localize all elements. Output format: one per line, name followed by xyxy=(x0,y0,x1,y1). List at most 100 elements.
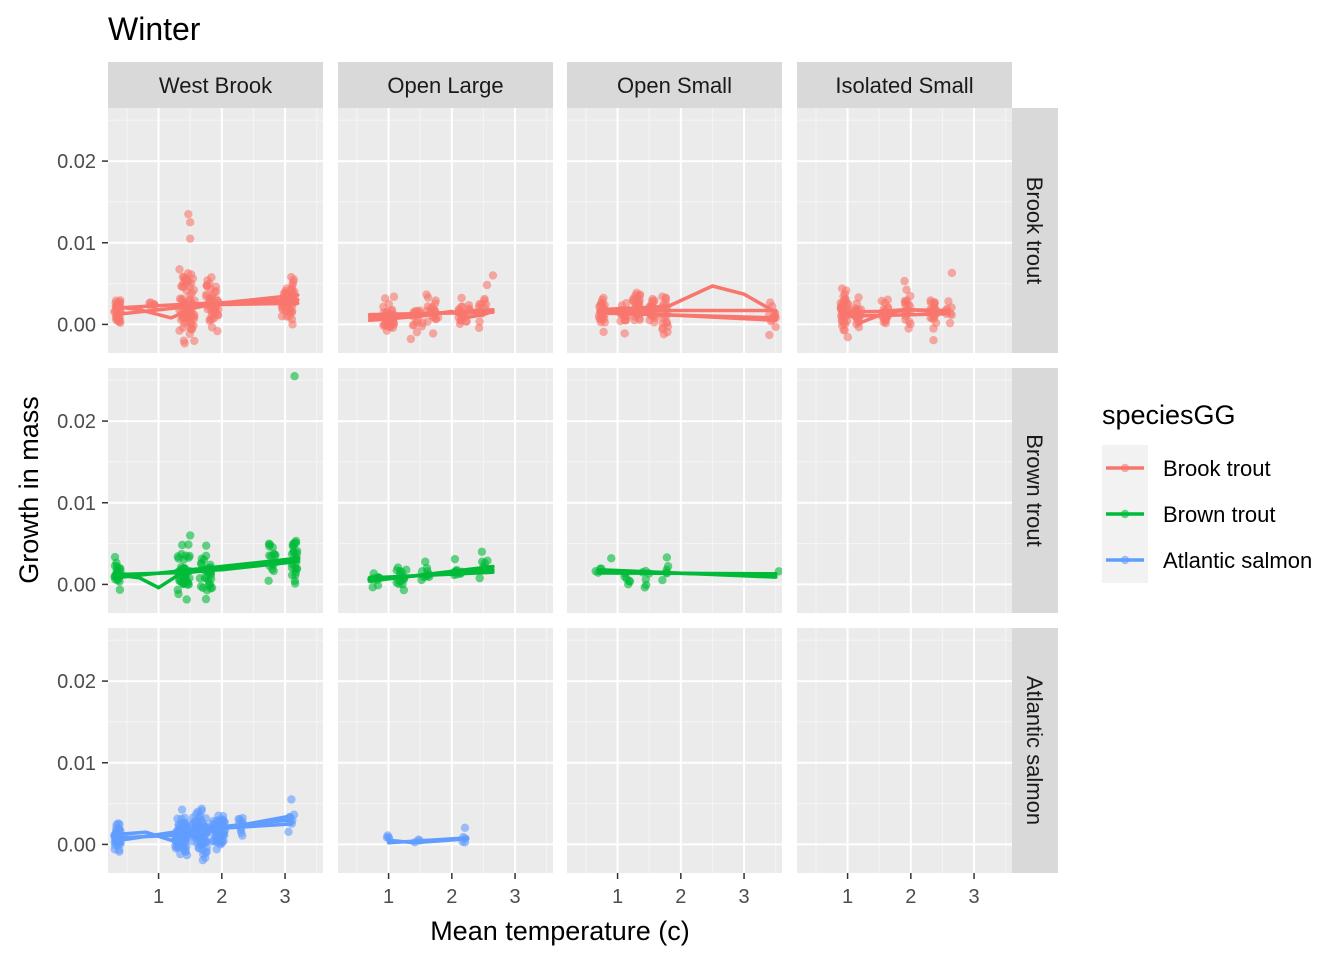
x-tick-label: 2 xyxy=(216,886,227,908)
data-point xyxy=(457,293,466,303)
y-tick-label: 0.02 xyxy=(57,151,96,173)
data-point xyxy=(235,815,245,824)
y-tick-label: 0.01 xyxy=(57,233,96,255)
y-tick-label: 0.01 xyxy=(57,753,96,775)
y-tick-label: 0.02 xyxy=(57,411,96,433)
facet-panel-r2-c1 xyxy=(338,628,553,873)
data-point xyxy=(178,313,188,323)
x-tick-label: 2 xyxy=(446,886,457,908)
panel-background xyxy=(797,368,1012,613)
legend-item-brook-trout: Brook trout xyxy=(1102,445,1271,491)
data-point xyxy=(945,318,955,328)
series-brown-trout-r1-c2 xyxy=(591,553,782,592)
data-point xyxy=(430,299,440,308)
legend-label: Atlantic salmon xyxy=(1163,548,1312,573)
facet-panels xyxy=(108,108,1012,873)
data-point xyxy=(598,313,607,322)
data-point xyxy=(207,306,216,316)
data-point xyxy=(201,541,211,550)
smooth-line xyxy=(367,310,495,317)
data-point xyxy=(184,209,193,219)
series-brook-trout-r0-c2 xyxy=(594,284,780,340)
row-strip xyxy=(1012,628,1058,873)
data-point xyxy=(219,836,228,846)
data-point xyxy=(185,318,195,327)
data-point xyxy=(422,290,431,299)
panel-background xyxy=(567,628,782,873)
data-point xyxy=(178,842,187,851)
data-point xyxy=(178,323,188,332)
data-point xyxy=(902,285,911,294)
smooth-line xyxy=(839,312,951,319)
x-tick-label: 3 xyxy=(279,886,290,908)
data-point xyxy=(277,312,287,321)
row-strip-label: Atlantic salmon xyxy=(1022,676,1047,825)
legend-item-atlantic-salmon: Atlantic salmon xyxy=(1102,537,1312,583)
data-point xyxy=(406,334,416,344)
data-point xyxy=(460,823,470,832)
data-point xyxy=(190,336,199,346)
panel-background xyxy=(338,628,553,873)
row-strip xyxy=(1012,108,1058,353)
x-tick-label: 3 xyxy=(509,886,520,908)
data-point xyxy=(198,583,208,593)
data-point xyxy=(662,553,672,562)
smooth-line xyxy=(386,836,470,845)
data-point xyxy=(202,281,212,290)
data-point xyxy=(173,585,183,595)
y-tick-label: 0.00 xyxy=(57,834,96,856)
data-point xyxy=(482,280,492,290)
data-point xyxy=(175,265,184,274)
data-point xyxy=(477,557,487,566)
data-point xyxy=(281,305,291,314)
data-point xyxy=(599,327,608,337)
smooth-line xyxy=(112,818,294,843)
data-point xyxy=(193,807,203,816)
data-point xyxy=(380,320,390,330)
data-point xyxy=(189,285,199,295)
data-point xyxy=(379,302,388,312)
column-strip xyxy=(797,62,1012,108)
y-tick-label: 0.01 xyxy=(57,493,96,515)
data-point xyxy=(906,291,915,301)
data-point xyxy=(368,583,377,592)
x-axis-label: Mean temperature (c) xyxy=(430,916,690,946)
facet-panel-r2-c3 xyxy=(797,628,1012,873)
data-point xyxy=(625,577,635,586)
x-tick-label: 1 xyxy=(383,886,394,908)
data-point xyxy=(431,314,441,324)
y-axis-label: Growth in mass xyxy=(14,396,44,584)
data-point xyxy=(186,234,195,243)
data-point xyxy=(392,566,401,575)
legend-item-brown-trout: Brown trout xyxy=(1102,491,1276,537)
column-strip-label: Open Small xyxy=(617,73,732,98)
data-point xyxy=(852,299,861,308)
data-point xyxy=(269,549,279,558)
column-strip-label: Isolated Small xyxy=(835,73,973,98)
data-point xyxy=(635,290,645,299)
data-point xyxy=(207,583,217,593)
data-point xyxy=(883,295,893,304)
data-point xyxy=(265,540,275,549)
data-point xyxy=(186,531,195,540)
x-tick-label: 3 xyxy=(738,886,749,908)
data-point xyxy=(900,276,909,286)
data-point xyxy=(771,322,780,332)
data-point xyxy=(201,594,211,604)
data-point xyxy=(607,554,616,563)
data-point xyxy=(207,292,217,302)
data-point xyxy=(634,299,643,308)
column-strip xyxy=(338,62,553,108)
panel-background xyxy=(797,628,1012,873)
data-point xyxy=(187,279,196,288)
facet-panel-r2-c2 xyxy=(567,628,782,873)
data-point xyxy=(423,317,432,326)
data-point xyxy=(110,552,120,562)
smooth-line xyxy=(596,567,778,579)
row-strip-label: Brook trout xyxy=(1022,177,1047,285)
data-point xyxy=(663,322,673,331)
data-point xyxy=(213,311,223,320)
legend-title: speciesGG xyxy=(1102,400,1236,430)
data-point xyxy=(474,323,484,333)
data-point xyxy=(183,580,192,589)
